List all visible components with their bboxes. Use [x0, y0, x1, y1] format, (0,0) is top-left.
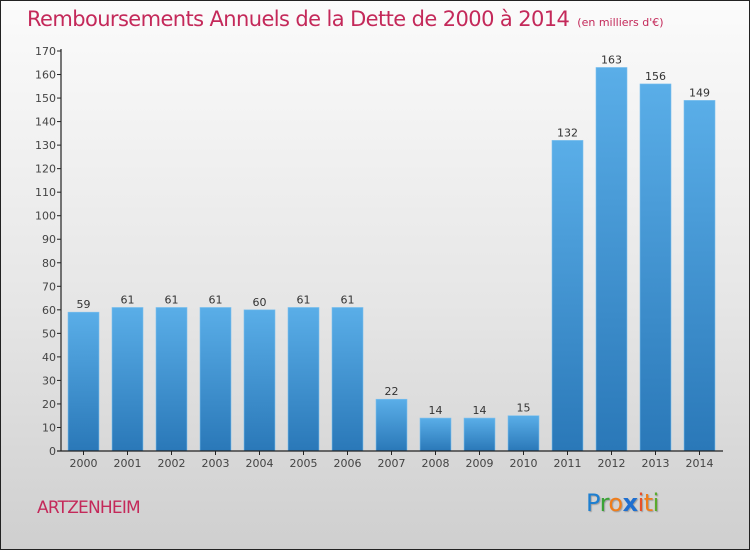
bar-2010 — [507, 415, 540, 452]
proxiti-logo[interactable]: Proxiti — [586, 489, 659, 517]
y-tick-label-40: 40 — [42, 351, 56, 364]
bar-2013 — [639, 83, 672, 452]
axes-group: 2000 2001 2002 2003 2004 2005 2006 2007 2008 2009… — [35, 45, 723, 470]
value-label-2010: 15 — [517, 402, 531, 415]
bar-2008 — [419, 417, 452, 452]
x-tick-label-2009: 2009 — [466, 457, 494, 470]
value-label-2001: 61 — [121, 293, 135, 306]
x-tick-label-2002: 2002 — [158, 457, 186, 470]
x-tick-label-2008: 2008 — [422, 457, 450, 470]
x-tick-label-2011: 2011 — [554, 457, 582, 470]
y-tick-label-120: 120 — [35, 163, 56, 176]
bar-2006 — [331, 307, 364, 452]
bar-2014 — [683, 100, 716, 452]
y-tick-label-20: 20 — [42, 398, 56, 411]
chart-title: Remboursements Annuels de la Dette de 20… — [27, 7, 664, 31]
value-label-2008: 14 — [429, 404, 443, 417]
y-tick-label-30: 30 — [42, 374, 56, 387]
value-label-2000: 59 — [77, 298, 91, 311]
y-tick-label-160: 160 — [35, 69, 56, 82]
value-label-2003: 61 — [209, 293, 223, 306]
logo-letter: i — [652, 489, 660, 517]
value-label-2013: 156 — [645, 70, 666, 83]
bar-2002 — [155, 307, 188, 452]
y-tick-label-110: 110 — [35, 186, 56, 199]
logo-letter: t — [643, 489, 653, 517]
value-label-2014: 149 — [689, 86, 710, 99]
x-tick-label-2001: 2001 — [114, 457, 142, 470]
y-tick-label-150: 150 — [35, 92, 56, 105]
y-tick-label-170: 170 — [35, 45, 56, 58]
logo-letter: o — [608, 489, 623, 517]
bar-2009 — [463, 417, 496, 452]
y-tick-label-70: 70 — [42, 280, 56, 293]
bar-2001 — [111, 307, 144, 452]
chart-unit: (en milliers d'€) — [577, 16, 664, 29]
bar-2011 — [551, 140, 584, 452]
value-label-2012: 163 — [601, 53, 622, 66]
bar-2004 — [243, 309, 276, 452]
logo-letter: x — [622, 489, 638, 517]
y-tick-label-60: 60 — [42, 304, 56, 317]
logo-letter: P — [586, 489, 600, 517]
value-label-2007: 22 — [385, 385, 399, 398]
x-tick-label-2010: 2010 — [510, 457, 538, 470]
x-tick-label-2014: 2014 — [686, 457, 714, 470]
x-tick-label-2012: 2012 — [598, 457, 626, 470]
value-label-2011: 132 — [557, 126, 578, 139]
y-tick-label-90: 90 — [42, 233, 56, 246]
bar-2012 — [595, 67, 628, 452]
bar-2007 — [375, 398, 408, 452]
chart-title-text: Remboursements Annuels de la Dette de 20… — [27, 7, 570, 31]
y-tick-label-130: 130 — [35, 139, 56, 152]
y-tick-label-10: 10 — [42, 421, 56, 434]
x-tick-label-2005: 2005 — [290, 457, 318, 470]
value-label-2002: 61 — [165, 293, 179, 306]
logo-letter: i — [637, 489, 645, 517]
logo-letter: r — [599, 489, 609, 517]
bar-2005 — [287, 307, 320, 452]
x-tick-label-2013: 2013 — [642, 457, 670, 470]
y-tick-label-100: 100 — [35, 210, 56, 223]
x-tick-label-2003: 2003 — [202, 457, 230, 470]
bar-2003 — [199, 307, 232, 452]
y-tick-label-0: 0 — [49, 445, 56, 458]
value-label-2009: 14 — [473, 404, 487, 417]
value-label-2005: 61 — [297, 293, 311, 306]
x-tick-label-2000: 2000 — [70, 457, 98, 470]
town-name: ARTZENHEIM — [37, 498, 141, 518]
bar-2000 — [67, 311, 100, 452]
value-label-2006: 61 — [341, 293, 355, 306]
value-label-2004: 60 — [253, 296, 267, 309]
y-tick-label-50: 50 — [42, 327, 56, 340]
x-tick-label-2007: 2007 — [378, 457, 406, 470]
x-tick-label-2004: 2004 — [246, 457, 274, 470]
bars-group: 59 61 61 61 60 61 61 22 14 14 15 132 163 156 149 — [67, 53, 716, 452]
y-tick-label-140: 140 — [35, 116, 56, 129]
x-tick-label-2006: 2006 — [334, 457, 362, 470]
y-tick-label-80: 80 — [42, 257, 56, 270]
